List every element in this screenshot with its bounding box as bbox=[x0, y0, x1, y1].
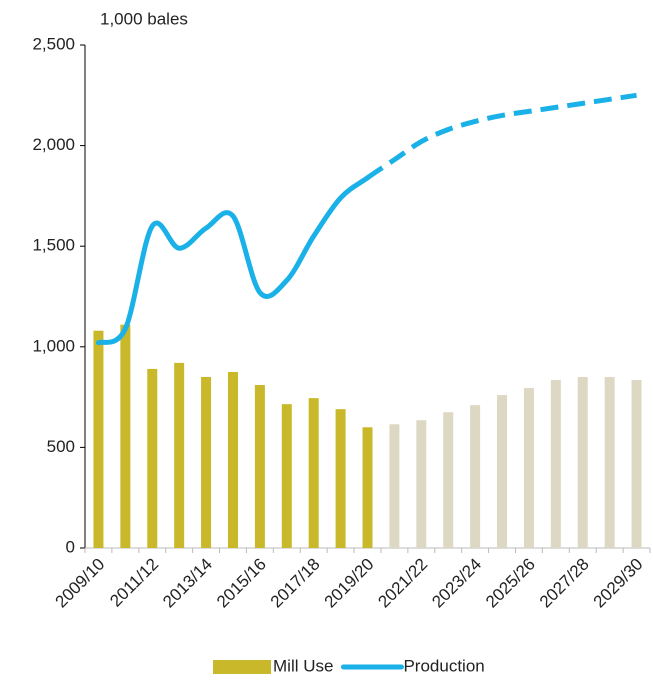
bar bbox=[497, 395, 508, 548]
y-tick-label: 1,000 bbox=[32, 336, 75, 355]
unit-label: 1,000 bales bbox=[100, 9, 188, 28]
x-tick-label: 2027/28 bbox=[536, 555, 593, 612]
x-tick-label: 2021/22 bbox=[374, 555, 431, 612]
x-tick-label: 2029/30 bbox=[590, 555, 647, 612]
bar bbox=[120, 324, 131, 548]
bar bbox=[604, 376, 615, 548]
bar bbox=[281, 404, 292, 548]
bar bbox=[389, 424, 400, 548]
y-tick-label: 0 bbox=[66, 537, 75, 556]
bar bbox=[147, 368, 158, 548]
bar bbox=[93, 330, 104, 548]
x-tick-label: 2013/14 bbox=[159, 555, 216, 612]
bar bbox=[577, 376, 588, 548]
x-tick-label: 2023/24 bbox=[428, 555, 485, 612]
x-tick-label: 2025/26 bbox=[482, 555, 539, 612]
x-tick-label: 2017/18 bbox=[267, 555, 324, 612]
x-tick-label: 2015/16 bbox=[213, 555, 270, 612]
x-tick-label: 2009/10 bbox=[52, 555, 109, 612]
bar bbox=[362, 427, 373, 548]
line bbox=[95, 175, 370, 346]
bar bbox=[416, 420, 427, 548]
bar bbox=[227, 371, 238, 548]
y-tick-label: 1,500 bbox=[32, 236, 75, 255]
bar bbox=[254, 385, 265, 548]
bar bbox=[308, 398, 319, 548]
y-tick-label: 2,000 bbox=[32, 135, 75, 154]
x-tick-label: 2019/20 bbox=[321, 555, 378, 612]
y-tick-label: 2,500 bbox=[32, 34, 75, 53]
bar bbox=[470, 405, 481, 548]
bar bbox=[550, 379, 561, 548]
bar bbox=[335, 409, 346, 548]
bar bbox=[523, 388, 534, 548]
line bbox=[366, 92, 637, 180]
bar bbox=[201, 376, 212, 548]
bar bbox=[631, 379, 642, 548]
x-tick-label: 2011/12 bbox=[106, 555, 162, 611]
y-tick-label: 500 bbox=[47, 437, 75, 456]
legend-swatch bbox=[213, 660, 271, 674]
bar bbox=[174, 362, 185, 548]
legend-label: Production bbox=[403, 656, 484, 675]
legend-label: Mill Use bbox=[273, 656, 333, 675]
bar bbox=[443, 412, 454, 548]
